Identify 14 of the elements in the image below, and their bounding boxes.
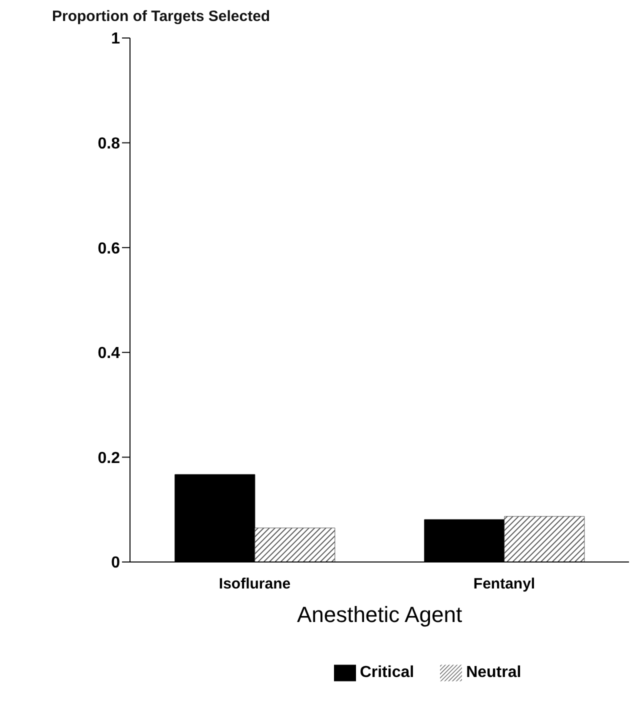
y-tick-label: 0.6 [98, 240, 120, 258]
legend-label: Neutral [466, 664, 522, 682]
y-tick-label: 0 [111, 554, 120, 572]
x-tick-label: Fentanyl [473, 576, 536, 593]
y-tick-label: 0.8 [98, 135, 120, 152]
chart-title: Proportion of Targets Selected [52, 8, 270, 25]
x-tick-label: Isoflurane [218, 576, 291, 593]
y-tick-label: 0.2 [98, 450, 120, 467]
bar [254, 528, 336, 562]
x-axis-title: Anesthetic Agent [296, 602, 462, 627]
y-tick-label: 1 [111, 30, 120, 48]
legend-label: Critical [360, 664, 414, 682]
bar [504, 516, 585, 562]
y-tick-label: 0.4 [98, 345, 120, 362]
